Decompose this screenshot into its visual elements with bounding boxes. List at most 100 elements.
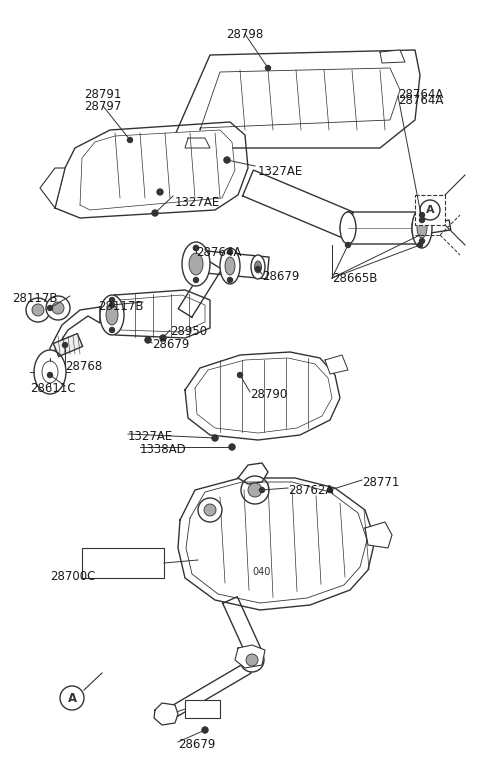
Ellipse shape bbox=[240, 648, 264, 672]
Polygon shape bbox=[200, 68, 400, 130]
Text: A: A bbox=[67, 692, 77, 705]
Polygon shape bbox=[80, 130, 235, 210]
Text: 28791: 28791 bbox=[84, 88, 122, 101]
Ellipse shape bbox=[204, 504, 216, 516]
Text: 28771: 28771 bbox=[362, 476, 399, 489]
Ellipse shape bbox=[246, 654, 258, 666]
Circle shape bbox=[109, 298, 115, 302]
Ellipse shape bbox=[100, 295, 124, 335]
Circle shape bbox=[157, 189, 163, 195]
Circle shape bbox=[109, 302, 115, 308]
Ellipse shape bbox=[32, 304, 44, 316]
Ellipse shape bbox=[182, 242, 210, 286]
Circle shape bbox=[265, 66, 271, 70]
Text: 28764A: 28764A bbox=[398, 88, 444, 101]
Circle shape bbox=[255, 266, 261, 272]
Ellipse shape bbox=[248, 483, 262, 497]
Circle shape bbox=[420, 213, 424, 217]
Text: 28611C: 28611C bbox=[30, 382, 76, 395]
Circle shape bbox=[152, 210, 158, 216]
Circle shape bbox=[48, 305, 52, 311]
Polygon shape bbox=[325, 355, 348, 374]
Ellipse shape bbox=[251, 255, 265, 279]
Circle shape bbox=[109, 327, 115, 333]
Text: 28117B: 28117B bbox=[12, 292, 58, 305]
Circle shape bbox=[346, 243, 350, 248]
Text: 28679: 28679 bbox=[152, 338, 190, 351]
Ellipse shape bbox=[254, 261, 262, 273]
Ellipse shape bbox=[412, 212, 428, 244]
Polygon shape bbox=[53, 334, 83, 356]
Ellipse shape bbox=[34, 350, 66, 394]
Polygon shape bbox=[105, 290, 210, 338]
Bar bbox=[82, 548, 164, 578]
Ellipse shape bbox=[241, 476, 269, 504]
Ellipse shape bbox=[412, 208, 432, 248]
Ellipse shape bbox=[42, 361, 58, 383]
Polygon shape bbox=[178, 261, 222, 317]
Polygon shape bbox=[186, 482, 367, 603]
Polygon shape bbox=[154, 703, 178, 725]
Polygon shape bbox=[185, 138, 210, 148]
Circle shape bbox=[62, 343, 68, 347]
Text: 28790: 28790 bbox=[250, 388, 287, 401]
Circle shape bbox=[160, 336, 166, 340]
Ellipse shape bbox=[189, 253, 203, 275]
Circle shape bbox=[202, 727, 208, 733]
Ellipse shape bbox=[417, 218, 427, 238]
Circle shape bbox=[193, 246, 199, 250]
Circle shape bbox=[193, 278, 199, 282]
Text: 1327AE: 1327AE bbox=[175, 196, 220, 209]
Ellipse shape bbox=[340, 212, 356, 244]
Text: 040: 040 bbox=[253, 567, 271, 577]
Ellipse shape bbox=[225, 257, 235, 275]
Text: A: A bbox=[426, 205, 434, 215]
Ellipse shape bbox=[52, 302, 64, 314]
Bar bbox=[415, 195, 445, 225]
Ellipse shape bbox=[106, 305, 118, 325]
Circle shape bbox=[224, 157, 230, 163]
Ellipse shape bbox=[198, 498, 222, 522]
Polygon shape bbox=[184, 249, 269, 279]
Text: 28950: 28950 bbox=[170, 325, 207, 338]
Text: 28665B: 28665B bbox=[332, 272, 377, 285]
Polygon shape bbox=[223, 597, 262, 659]
Circle shape bbox=[225, 158, 229, 162]
Text: 28679: 28679 bbox=[262, 270, 300, 283]
Text: 28797: 28797 bbox=[84, 100, 122, 113]
Polygon shape bbox=[40, 168, 65, 208]
Text: 1338AD: 1338AD bbox=[140, 443, 187, 456]
Circle shape bbox=[420, 200, 440, 220]
Text: 28798: 28798 bbox=[227, 28, 264, 41]
Text: 1327AE: 1327AE bbox=[128, 430, 173, 443]
Polygon shape bbox=[195, 358, 332, 433]
Polygon shape bbox=[238, 463, 268, 484]
Circle shape bbox=[229, 444, 235, 450]
Circle shape bbox=[228, 278, 232, 282]
Circle shape bbox=[145, 337, 151, 343]
Polygon shape bbox=[235, 645, 265, 668]
Text: 28679: 28679 bbox=[178, 738, 216, 751]
Text: 28764A: 28764A bbox=[398, 94, 444, 107]
Polygon shape bbox=[242, 170, 353, 238]
Ellipse shape bbox=[26, 298, 50, 322]
Ellipse shape bbox=[46, 296, 70, 320]
Circle shape bbox=[229, 444, 235, 450]
Polygon shape bbox=[48, 307, 100, 375]
Circle shape bbox=[48, 373, 52, 377]
Ellipse shape bbox=[220, 248, 240, 284]
Circle shape bbox=[420, 217, 424, 223]
Text: 28762A: 28762A bbox=[288, 484, 334, 497]
Circle shape bbox=[238, 373, 242, 377]
Polygon shape bbox=[165, 662, 251, 720]
Polygon shape bbox=[365, 522, 392, 548]
Circle shape bbox=[228, 249, 232, 255]
Circle shape bbox=[60, 686, 84, 710]
Circle shape bbox=[327, 487, 333, 493]
Text: 28117B: 28117B bbox=[98, 300, 144, 313]
Polygon shape bbox=[55, 122, 248, 218]
Circle shape bbox=[203, 728, 207, 733]
Circle shape bbox=[418, 243, 422, 248]
Circle shape bbox=[212, 435, 218, 441]
Circle shape bbox=[213, 435, 217, 441]
